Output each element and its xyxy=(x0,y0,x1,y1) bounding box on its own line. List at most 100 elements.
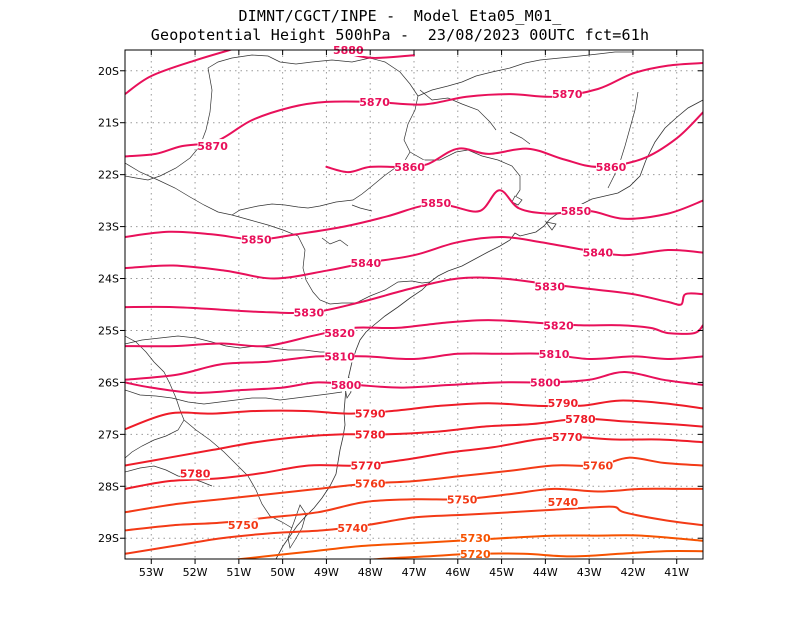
contour-label: 5860 xyxy=(394,161,425,174)
contour-label-bg xyxy=(420,196,451,210)
contour-line-5840 xyxy=(125,236,703,280)
reservoir xyxy=(419,89,497,131)
y-tick-label: 28S xyxy=(98,480,119,493)
contour-label: 5830 xyxy=(534,280,565,293)
contour-label-bg xyxy=(530,375,561,389)
contour-label-bg xyxy=(565,411,596,425)
contour-label-bg xyxy=(460,531,491,545)
x-tick-label: 46W xyxy=(445,566,470,579)
contour-label: 5820 xyxy=(543,319,574,332)
contour-label-bg xyxy=(460,546,491,560)
contour-label-bg xyxy=(582,458,613,472)
contour-label: 5720 xyxy=(460,548,491,561)
contour-label: 5840 xyxy=(583,247,614,260)
contour-label-bg xyxy=(324,349,355,363)
x-tick-label: 51W xyxy=(226,566,251,579)
contour-label-bg xyxy=(547,396,578,410)
contour-label: 5850 xyxy=(421,197,452,210)
contour-label: 5770 xyxy=(351,460,382,473)
y-tick-label: 24S xyxy=(98,273,119,286)
contour-label-bg xyxy=(547,494,578,508)
contour-label: 5850 xyxy=(241,234,272,247)
contour-label-bg xyxy=(355,427,386,441)
country-border xyxy=(125,335,185,459)
contour-label-bg xyxy=(359,94,390,108)
contour-label-bg xyxy=(350,255,381,269)
state-border xyxy=(417,51,632,97)
state-border xyxy=(125,67,213,181)
contour-label-bg xyxy=(582,245,613,259)
contour-label-bg xyxy=(324,326,355,340)
bay xyxy=(545,221,557,231)
state-border xyxy=(125,335,351,355)
contour-label: 5790 xyxy=(355,408,386,421)
contour-label-bg xyxy=(293,305,324,319)
contour-label-bg xyxy=(539,346,570,360)
contour-label: 5800 xyxy=(331,379,362,392)
contour-label-bg xyxy=(355,406,386,420)
x-tick-label: 43W xyxy=(577,566,602,579)
contour-label-bg xyxy=(241,232,272,246)
x-tick-label: 48W xyxy=(358,566,383,579)
y-tick-label: 20S xyxy=(98,65,119,78)
contour-label: 5780 xyxy=(565,413,596,426)
y-tick-label: 25S xyxy=(98,324,119,337)
state-border xyxy=(409,149,521,197)
contour-label-bg xyxy=(596,159,627,173)
contour-line-5800 xyxy=(125,371,703,394)
height-contours xyxy=(125,50,703,559)
bay xyxy=(511,195,523,206)
contour-label-bg xyxy=(350,458,381,472)
coastline xyxy=(275,99,703,559)
contour-label: 5840 xyxy=(351,257,382,270)
y-tick-label: 29S xyxy=(98,532,119,545)
contour-label: 5790 xyxy=(548,397,579,410)
contour-label: 5760 xyxy=(355,478,386,491)
x-tick-label: 42W xyxy=(621,566,646,579)
contour-label: 5810 xyxy=(324,350,355,363)
state-border xyxy=(125,389,343,405)
chart-title-line1: DIMNT/CGCT/INPE - Model Eta05_M01_ xyxy=(238,7,562,25)
contour-label: 5870 xyxy=(552,88,583,101)
y-tick-label: 23S xyxy=(98,221,119,234)
contour-label: 5780 xyxy=(355,428,386,441)
contour-line-5830 xyxy=(125,276,703,315)
x-tick-label: 52W xyxy=(183,566,208,579)
contour-label-bg xyxy=(197,139,228,153)
contour-line-5860 xyxy=(325,111,703,174)
contour-label: 5740 xyxy=(548,496,579,509)
contour-label-bg xyxy=(180,466,211,480)
x-tick-label: 49W xyxy=(314,566,339,579)
contour-label: 5750 xyxy=(447,493,478,506)
contour-label-bg xyxy=(331,378,362,392)
x-tick-label: 53W xyxy=(139,566,164,579)
contour-line-5810 xyxy=(125,352,703,381)
contour-label: 5800 xyxy=(530,376,561,389)
axis-ticks: 53W 52W 51W 50W 49W 48W 47W 46W 45W 44W 43W 42W 41W 2… xyxy=(98,50,703,579)
contour-label: 5760 xyxy=(583,460,614,473)
contour-label: 5730 xyxy=(460,532,491,545)
y-tick-label: 27S xyxy=(98,428,119,441)
contour-label: 5770 xyxy=(552,431,583,444)
contour-label-bg xyxy=(394,159,425,173)
contour-label-bg xyxy=(447,492,478,506)
contour-label-bg xyxy=(355,476,386,490)
chart-title-line2: Geopotential Height 500hPa - 23/08/2023 … xyxy=(150,26,650,44)
contour-label: 5860 xyxy=(596,161,627,174)
contour-label: 5870 xyxy=(197,140,228,153)
contour-label: 5750 xyxy=(228,519,259,532)
contour-line-5740 xyxy=(125,505,703,555)
contour-label: 5820 xyxy=(324,327,355,340)
contour-line-5780 xyxy=(125,417,703,467)
contour-line-5820 xyxy=(125,319,703,348)
reservoir xyxy=(509,131,531,145)
coastline-and-borders xyxy=(125,51,703,559)
contour-label: 5740 xyxy=(337,522,368,535)
reservoir xyxy=(321,237,349,247)
contour-label-bg xyxy=(561,204,592,218)
contour-label: 5850 xyxy=(561,205,592,218)
x-tick-label: 44W xyxy=(533,566,558,579)
contour-label: 5780 xyxy=(180,467,211,480)
country-border xyxy=(125,465,213,487)
